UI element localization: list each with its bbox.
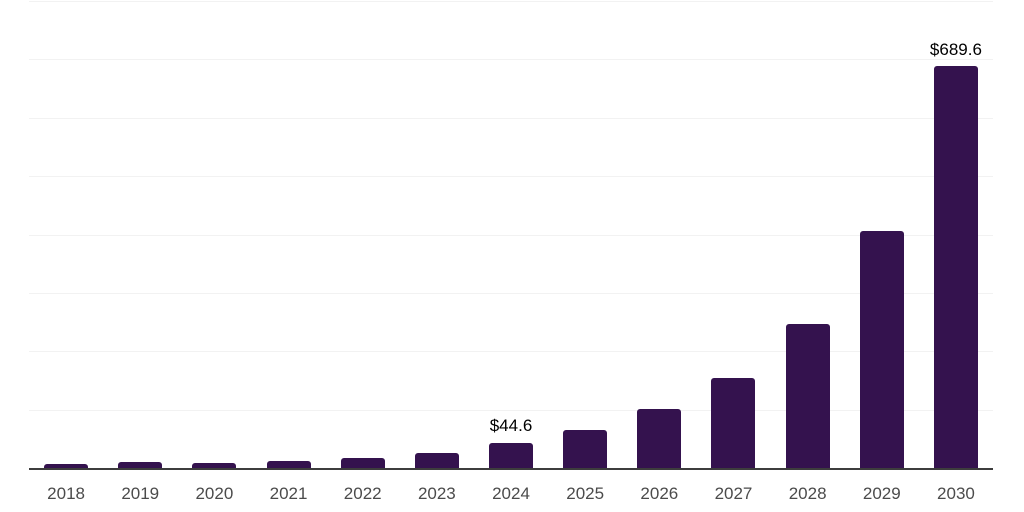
gridline-500: [29, 176, 993, 178]
bar-2020: [192, 463, 237, 469]
x-axis-line: [29, 468, 993, 470]
bar-2021: [266, 461, 311, 469]
gridline-100: [29, 409, 993, 411]
plot-area: $44.6 $689.6: [29, 1, 993, 470]
bar-2019: [118, 461, 163, 469]
gridline-800: [29, 1, 993, 2]
x-tick-label-2023: 2023: [417, 484, 456, 503]
bar-2029: [859, 231, 904, 469]
gridline-400: [29, 234, 993, 236]
x-tick-label-2020: 2020: [195, 484, 234, 503]
x-tick-label-2024: 2024: [492, 484, 530, 503]
bar-2022: [340, 457, 385, 469]
bar-2028: [785, 324, 830, 469]
bar-2025: [563, 430, 608, 469]
bar-value-label-2030: $689.6: [929, 39, 982, 59]
x-tick-label-2027: 2027: [714, 484, 753, 503]
gridline-200: [29, 351, 993, 353]
bar-2023: [414, 452, 459, 469]
bar-value-label-2024: $44.6: [489, 416, 533, 436]
x-tick-label-2030: 2030: [937, 484, 975, 503]
x-tick-label-2028: 2028: [788, 484, 827, 503]
x-tick-label-2026: 2026: [640, 484, 679, 503]
x-tick-label-2021: 2021: [269, 484, 308, 503]
gridline-600: [29, 117, 993, 119]
x-tick-label-2019: 2019: [121, 484, 160, 503]
bar-2030: [933, 66, 978, 469]
bar-2026: [637, 409, 682, 469]
x-axis-tick-labels: 2018 2019 2020 2021 2022 2023 2024 2025 2026 2027…: [29, 484, 993, 504]
gridline-700: [29, 59, 993, 61]
x-tick-label-2018: 2018: [47, 484, 85, 503]
gridline-300: [29, 292, 993, 294]
x-tick-label-2025: 2025: [566, 484, 605, 503]
bar-2018: [44, 464, 89, 469]
bar-2024: [489, 442, 533, 469]
x-tick-label-2029: 2029: [862, 484, 901, 503]
x-tick-label-2022: 2022: [343, 484, 382, 503]
bar-2027: [711, 378, 756, 469]
